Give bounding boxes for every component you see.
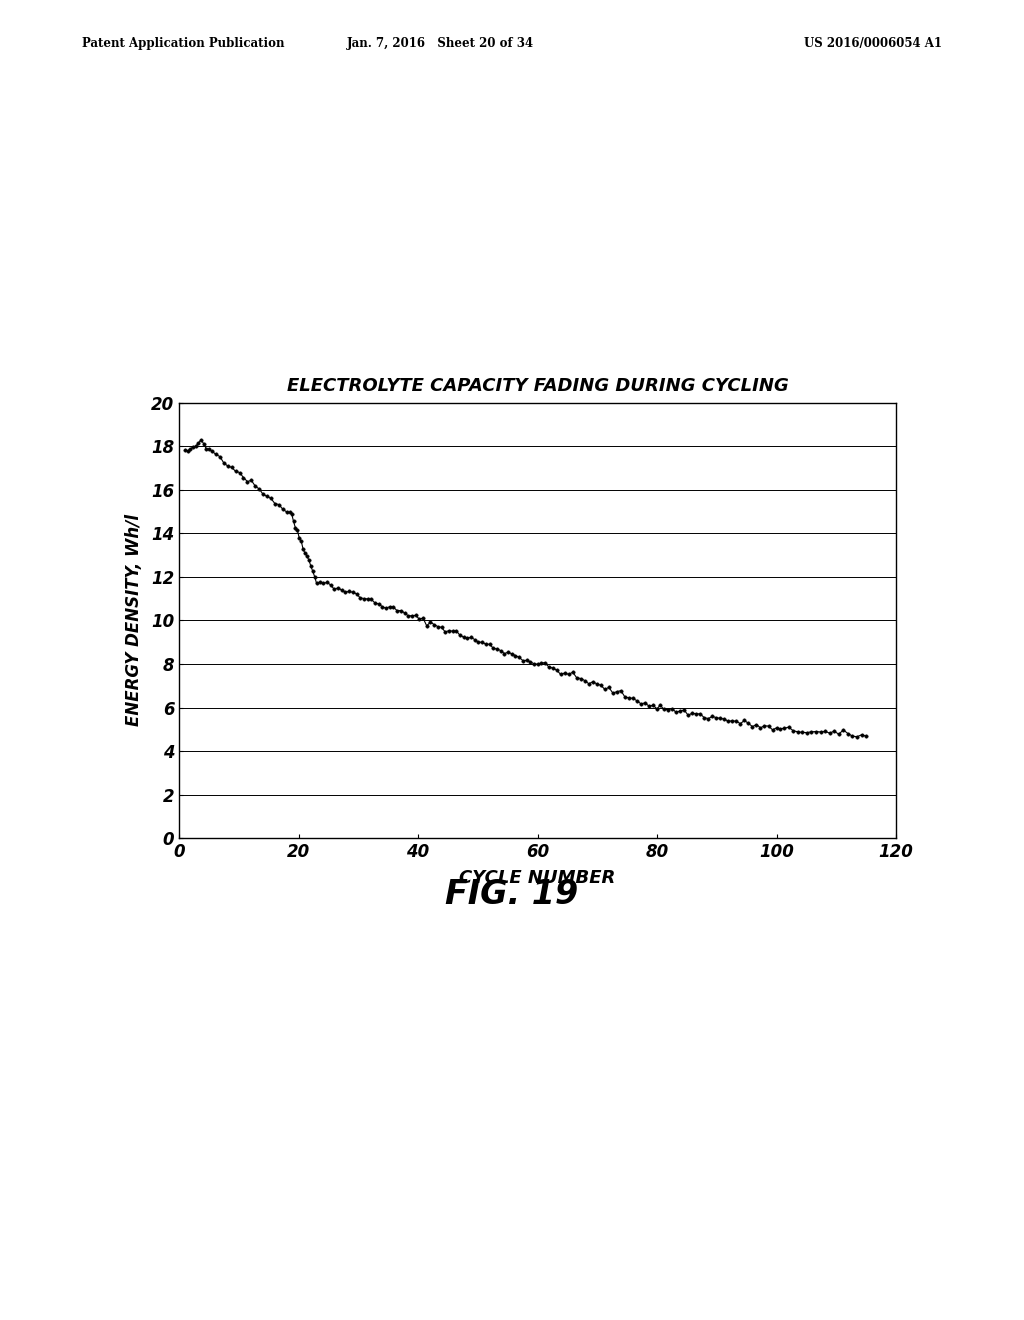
Text: FIG. 19: FIG. 19	[445, 878, 579, 911]
Title: ELECTROLYTE CAPACITY FADING DURING CYCLING: ELECTROLYTE CAPACITY FADING DURING CYCLI…	[287, 378, 788, 396]
Text: US 2016/0006054 A1: US 2016/0006054 A1	[804, 37, 942, 50]
X-axis label: CYCLE NUMBER: CYCLE NUMBER	[460, 870, 615, 887]
Text: Patent Application Publication: Patent Application Publication	[82, 37, 285, 50]
Text: Jan. 7, 2016   Sheet 20 of 34: Jan. 7, 2016 Sheet 20 of 34	[347, 37, 534, 50]
Y-axis label: ENERGY DENSITY, Wh/l: ENERGY DENSITY, Wh/l	[125, 515, 142, 726]
